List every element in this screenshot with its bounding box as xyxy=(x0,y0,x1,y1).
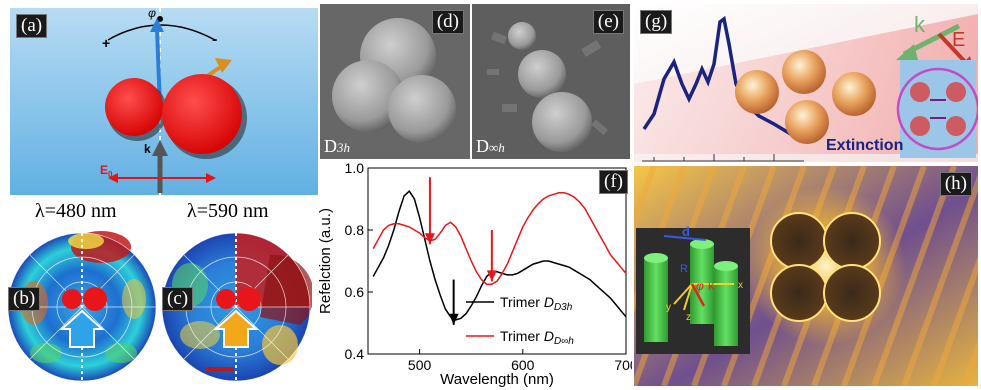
panel-label-c: (c) xyxy=(162,287,194,311)
large-sphere xyxy=(162,74,242,154)
sem-image-d xyxy=(320,4,470,159)
extinction-label: Extinction xyxy=(826,137,903,154)
panel-g-illustration: k E Extinction xyxy=(634,4,978,162)
dimer-small-sphere-b xyxy=(62,289,82,309)
z-inset-label: z xyxy=(686,312,691,323)
dimer-large-sphere-b xyxy=(83,287,107,311)
annotation-arrowhead-1 xyxy=(486,270,497,282)
sem-caption-e-sub: ∞h xyxy=(489,140,505,155)
r-label: R xyxy=(680,263,688,275)
e0-subscript: 0 xyxy=(108,170,113,179)
k-vector-label: k xyxy=(914,12,926,37)
annotation-arrowhead-0 xyxy=(424,233,435,245)
panel-h-illustration: d R φ K x y z xyxy=(634,166,978,386)
e0-label: E xyxy=(100,163,108,177)
panel-label-e: (e) xyxy=(592,10,624,34)
panel-g: k E Extinction (g) xyxy=(634,4,978,162)
legend-label-d3h: Trimer DD3h xyxy=(500,294,573,313)
d-label: d xyxy=(682,224,690,239)
x-inset-label: x xyxy=(738,280,743,291)
sem-caption-d-main: D xyxy=(324,136,337,156)
panel-label-g: (g) xyxy=(640,10,673,34)
x-tick-label: 600 xyxy=(511,357,535,373)
panel-label-d: (d) xyxy=(431,10,464,34)
minus-sign: - xyxy=(212,31,217,48)
polar-map-c xyxy=(161,232,312,383)
series-line-1 xyxy=(372,192,627,286)
phi-inset-label: φ xyxy=(696,279,704,293)
y-tick-label: 0.6 xyxy=(345,284,365,300)
caption-c: λ=590 nm xyxy=(187,200,269,222)
incidence-arrow-b xyxy=(59,309,105,348)
caption-b: λ=480 nm xyxy=(35,200,117,222)
panel-b: (b) xyxy=(6,225,158,385)
dimer-small-sphere-c xyxy=(216,289,236,309)
panel-h: d R φ K x y z (h) xyxy=(634,166,978,386)
sem-image-e xyxy=(472,4,630,159)
k-label: k xyxy=(144,142,151,156)
k-inset-label: K xyxy=(708,282,715,293)
sem-caption-e-main: D xyxy=(476,136,489,156)
panel-c: (c) xyxy=(160,225,312,385)
y-tick-label: 1.0 xyxy=(345,160,365,176)
small-sphere xyxy=(105,78,163,136)
field-map-inset xyxy=(896,60,978,158)
incidence-arrow-c xyxy=(213,309,259,348)
x-tick-label: 500 xyxy=(408,357,432,373)
cylinder-inset xyxy=(636,228,750,354)
panel-d: (d) D3h xyxy=(320,4,470,159)
chart-plot-area xyxy=(367,167,627,355)
sem-caption-e: D∞h xyxy=(476,136,505,157)
legend: Trimer DD3h Trimer DD∞h xyxy=(466,294,574,347)
annotation-arrowhead-2 xyxy=(448,313,459,325)
x-tick-label: 700 xyxy=(614,357,632,373)
y-tick-label: 0.8 xyxy=(345,222,365,238)
panel-f: 0.4 0.6 0.8 1.0 500 600 700 Refelction (a.u.)… xyxy=(316,160,632,388)
sem-caption-d-sub: 3h xyxy=(337,140,350,155)
panel-a: φ + - k E 0 (a) xyxy=(10,8,318,195)
panel-label-h: (h) xyxy=(939,172,972,196)
phi-label: φ xyxy=(148,8,156,20)
y-axis-label: Refelction (a.u.) xyxy=(317,208,334,314)
series-line-0 xyxy=(372,190,627,321)
panel-e: (e) D∞h xyxy=(472,4,630,159)
panel-label-b: (b) xyxy=(8,287,41,311)
panel-label-a: (a) xyxy=(16,14,48,38)
y-inset-label: y xyxy=(666,302,671,313)
plus-sign: + xyxy=(102,35,110,51)
legend-label-dinf: Trimer DD∞h xyxy=(500,328,574,347)
sem-caption-d: D3h xyxy=(324,136,350,157)
reflection-chart: 0.4 0.6 0.8 1.0 500 600 700 Refelction (a.u.)… xyxy=(317,160,632,388)
dimer-large-sphere-c xyxy=(237,287,261,311)
x-axis-label: Wavelength (nm) xyxy=(440,371,554,388)
y-tick-label: 0.4 xyxy=(345,346,365,362)
panel-label-f: (f) xyxy=(599,170,628,194)
e-vector-label: E xyxy=(952,29,965,51)
panel-a-schematic: φ + - k E 0 xyxy=(10,8,318,195)
